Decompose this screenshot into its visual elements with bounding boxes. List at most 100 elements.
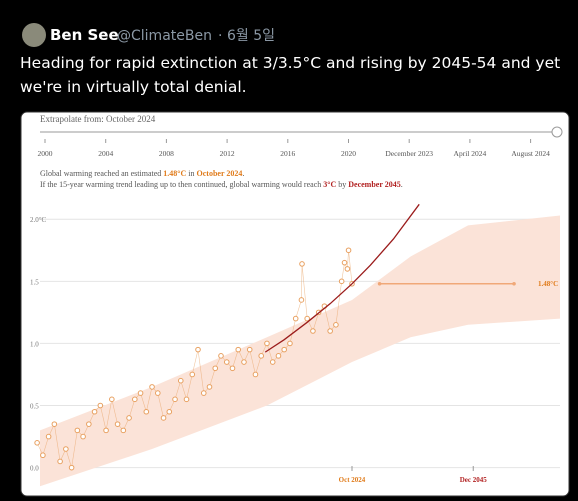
data-point — [45, 433, 52, 440]
data-point — [327, 328, 333, 334]
y-tick-label: 1.5 — [30, 278, 39, 286]
y-tick-label: 1.0 — [30, 340, 39, 348]
data-point — [241, 359, 247, 365]
data-point — [333, 321, 339, 328]
data-point — [212, 365, 219, 372]
data-point — [80, 433, 86, 440]
annotation-part: Global warming reached an estimated — [40, 169, 163, 178]
tweet-text: we're in virtually total denial. — [20, 78, 247, 96]
reference-end — [377, 282, 382, 286]
data-point — [195, 346, 201, 353]
data-point — [126, 415, 132, 421]
data-point — [154, 390, 161, 396]
date[interactable]: 6월 5일 — [227, 28, 275, 44]
slider-tick-label: December 2023 — [385, 149, 433, 158]
data-point — [281, 346, 287, 353]
data-point — [287, 340, 293, 347]
x-tick-label: Dec 2045 — [460, 476, 488, 484]
slider-handle[interactable] — [551, 126, 563, 138]
data-point — [223, 359, 230, 365]
data-point — [120, 427, 127, 434]
data-point — [109, 396, 115, 403]
data-point — [206, 384, 213, 390]
data-point — [160, 415, 167, 421]
data-point — [344, 266, 351, 272]
data-point — [97, 402, 104, 409]
y-tick-label: 0.5 — [30, 403, 39, 411]
avatar[interactable] — [22, 23, 46, 47]
plot — [34, 203, 560, 487]
slider-tick-label: 2012 — [220, 149, 235, 158]
data-point — [68, 464, 75, 471]
reference-end — [512, 282, 516, 286]
data-point — [338, 278, 345, 285]
data-point — [177, 377, 184, 384]
data-point — [304, 315, 310, 322]
data-point — [264, 340, 270, 347]
annotation-part: October 2024 — [197, 169, 243, 178]
slider-tick-label: 2008 — [159, 149, 174, 158]
data-point — [57, 458, 63, 465]
data-point — [258, 353, 265, 359]
chart: Extrapolate from: October 2024 2000 2004 20… — [30, 114, 563, 487]
author-handle[interactable]: @ClimateBen — [117, 28, 212, 44]
separator: · — [218, 28, 222, 44]
annotation-part: 1.48°C — [163, 169, 186, 178]
data-point — [132, 396, 138, 403]
data-point — [298, 297, 305, 303]
data-point — [189, 371, 196, 378]
data-point — [34, 439, 40, 446]
data-point — [275, 353, 282, 359]
data-point — [51, 421, 58, 427]
data-point — [91, 408, 98, 415]
data-point — [229, 365, 236, 372]
trend-line — [264, 203, 420, 353]
tweet-text: Heading for rapid extinction at 3/3.5°C … — [20, 54, 560, 72]
slider-tick-label: August 2024 — [511, 149, 550, 158]
annotation-part: . — [242, 169, 244, 178]
data-point — [341, 259, 348, 266]
data-point — [252, 371, 259, 378]
annotation: Global warming reached an estimated 1.48… — [40, 169, 244, 178]
data-point — [200, 390, 207, 396]
annotation-part: . — [401, 180, 403, 189]
data-point — [137, 390, 144, 396]
author-name[interactable]: Ben See — [50, 26, 119, 44]
data-point — [246, 346, 253, 353]
slider-tick-label: 2000 — [38, 149, 53, 158]
data-point — [63, 446, 69, 452]
annotation-part: December 2045 — [348, 180, 401, 189]
slider-label: Extrapolate from: October 2024 — [40, 114, 156, 124]
data-point — [143, 408, 150, 415]
data-point — [114, 421, 121, 427]
data-point — [166, 408, 173, 415]
annotation-part: 3°C — [323, 180, 336, 189]
data-point — [40, 452, 46, 459]
y-tick-label: 2.0°C — [30, 216, 47, 224]
data-point — [292, 315, 299, 322]
data-point — [310, 328, 316, 334]
annotation-part: by — [336, 180, 348, 189]
reference-label: 1.48°C — [538, 280, 558, 288]
annotation-part: in — [186, 169, 196, 178]
data-point — [103, 427, 109, 434]
slider-tick-label: 2016 — [280, 149, 295, 158]
data-point — [218, 353, 224, 359]
slider-tick-label: 2020 — [341, 149, 356, 158]
data-point — [299, 261, 305, 267]
data-point — [86, 421, 92, 427]
x-tick-label: Oct 2024 — [339, 476, 366, 484]
data-point — [183, 396, 190, 403]
data-point — [149, 384, 155, 390]
data-point — [172, 396, 178, 403]
data-point — [74, 427, 81, 434]
annotation-part: If the 15-year warming trend leading up … — [40, 180, 323, 189]
data-point — [345, 247, 352, 254]
data-point — [235, 346, 242, 353]
data-point — [269, 359, 276, 365]
annotation: If the 15-year warming trend leading up … — [40, 180, 403, 189]
slider-tick-label: 2004 — [98, 149, 113, 158]
slider-tick-label: April 2024 — [454, 149, 487, 158]
y-tick-label: 0.0 — [30, 465, 39, 473]
